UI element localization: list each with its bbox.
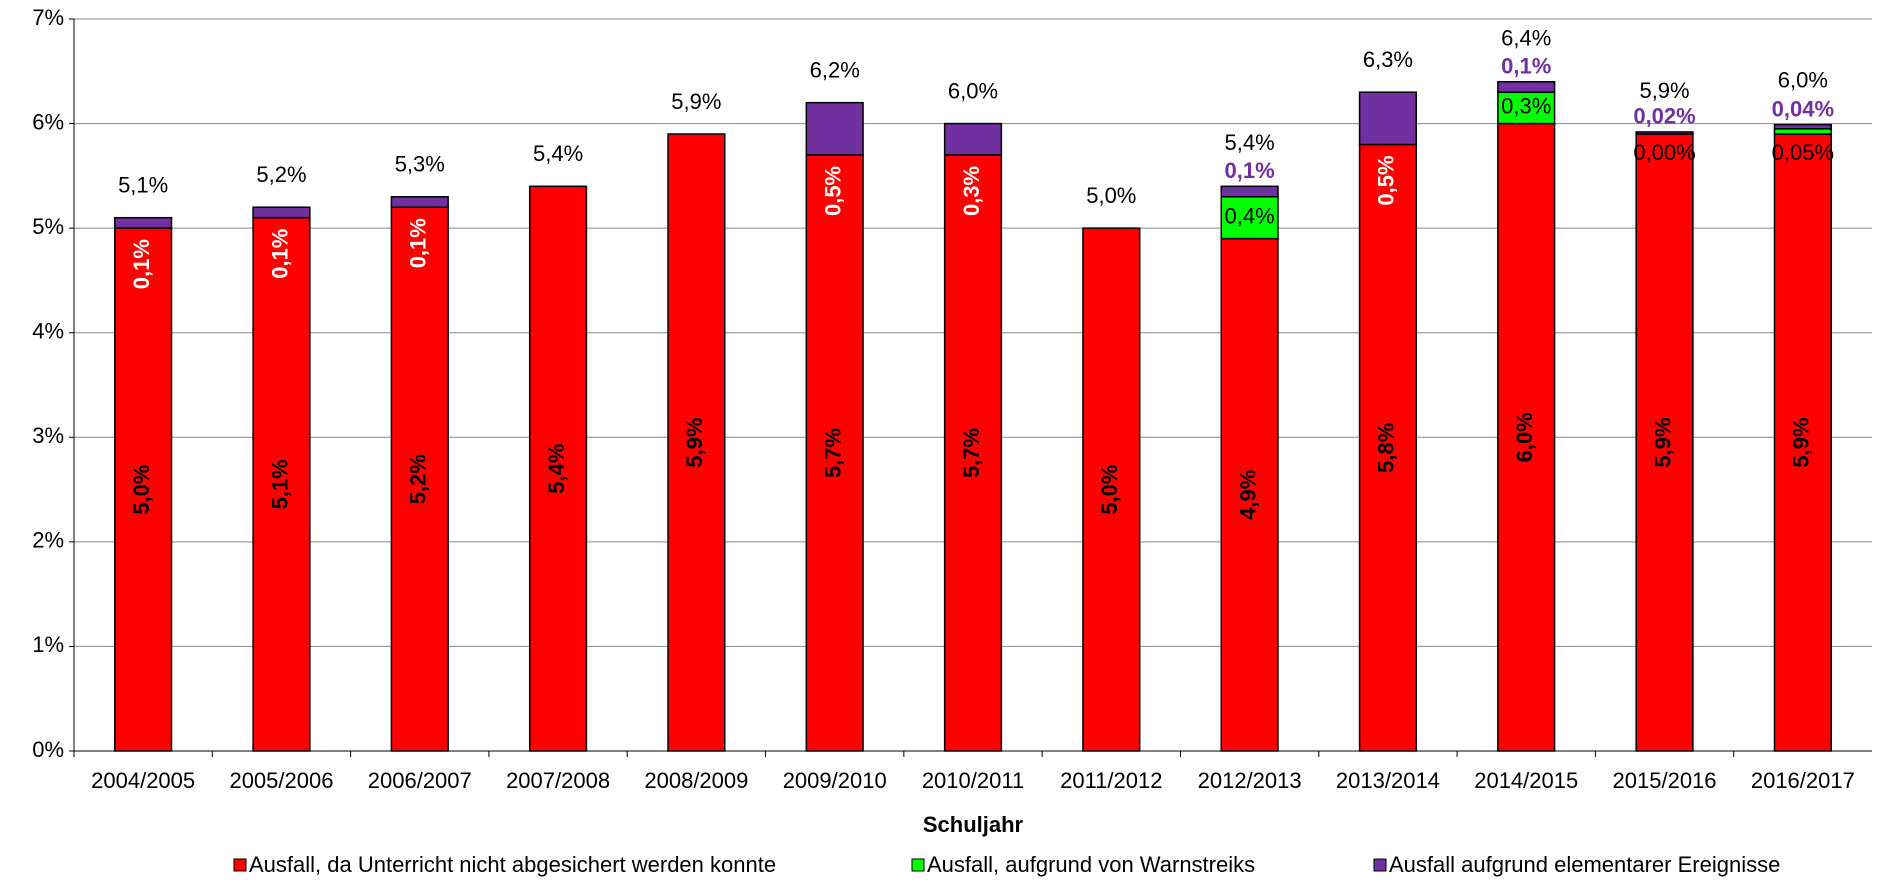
legend-label: Ausfall aufgrund elementarer Ereignisse xyxy=(1389,852,1780,877)
value-label: 0,1% xyxy=(1225,158,1275,183)
y-tick-label: 6% xyxy=(32,109,64,134)
x-tick-label: 2006/2007 xyxy=(368,768,472,793)
total-label: 6,3% xyxy=(1363,47,1413,72)
value-label: 0,04% xyxy=(1772,96,1834,121)
value-label: 5,9% xyxy=(1789,417,1814,467)
x-tick-label: 2004/2005 xyxy=(91,768,195,793)
x-tick-label: 2012/2013 xyxy=(1198,768,1302,793)
total-label: 5,4% xyxy=(1225,130,1275,155)
total-label: 5,1% xyxy=(118,172,168,197)
y-tick-label: 2% xyxy=(32,528,64,553)
value-label: 0,1% xyxy=(129,239,154,289)
bar-segment xyxy=(114,216,173,229)
y-tick-label: 5% xyxy=(32,214,64,239)
y-tick-label: 1% xyxy=(32,632,64,657)
bar-segment xyxy=(1773,128,1832,135)
value-label: 0,00% xyxy=(1633,140,1695,165)
bar-segment xyxy=(1635,133,1694,752)
value-label: 0,05% xyxy=(1772,140,1834,165)
total-label: 6,0% xyxy=(948,78,998,103)
total-label: 6,4% xyxy=(1501,26,1551,51)
bar-segment xyxy=(1358,143,1418,752)
y-tick-label: 7% xyxy=(32,5,64,30)
x-tick-label: 2015/2016 xyxy=(1613,768,1717,793)
value-label: 5,9% xyxy=(682,417,707,467)
legend-label: Ausfall, aufgrund von Warnstreiks xyxy=(927,852,1255,877)
value-label: 5,9% xyxy=(1650,417,1675,467)
bar-segment xyxy=(1497,80,1556,93)
bar-segment xyxy=(1497,122,1556,752)
total-label: 5,2% xyxy=(256,162,306,187)
bar-segment xyxy=(1773,133,1832,752)
x-tick-label: 2011/2012 xyxy=(1060,768,1162,793)
legend-swatch xyxy=(233,858,247,872)
total-label: 5,0% xyxy=(1086,183,1136,208)
total-label: 5,4% xyxy=(533,141,583,166)
x-tick-label: 2013/2014 xyxy=(1336,768,1440,793)
y-tick-label: 4% xyxy=(32,319,64,344)
value-label: 5,4% xyxy=(544,444,569,494)
total-label: 6,0% xyxy=(1778,67,1828,92)
bar-segment xyxy=(943,154,1003,752)
x-tick-label: 2014/2015 xyxy=(1474,768,1578,793)
value-label: 5,8% xyxy=(1374,423,1399,473)
bar-segment xyxy=(1635,131,1694,135)
value-label: 5,0% xyxy=(129,464,154,514)
bar-segment xyxy=(1773,123,1832,130)
bar-segment xyxy=(1220,237,1279,752)
value-label: 5,0% xyxy=(1097,464,1122,514)
x-tick-label: 2016/2017 xyxy=(1751,768,1855,793)
bar-segment xyxy=(943,122,1003,156)
bar-segment xyxy=(528,185,588,752)
total-label: 5,3% xyxy=(395,152,445,177)
value-label: 0,02% xyxy=(1633,104,1695,129)
bar-segment xyxy=(1220,185,1279,198)
value-label: 0,3% xyxy=(1501,94,1551,119)
value-label: 0,1% xyxy=(406,218,431,268)
x-axis-label: Schuljahr xyxy=(923,812,1024,837)
x-tick-label: 2010/2011 xyxy=(922,768,1024,793)
value-label: 6,0% xyxy=(1512,412,1537,462)
value-label: 5,2% xyxy=(406,454,431,504)
legend-swatch xyxy=(1373,858,1387,872)
value-label: 0,5% xyxy=(1374,155,1399,205)
value-label: 4,9% xyxy=(1235,470,1260,520)
value-label: 0,1% xyxy=(267,229,292,279)
x-tick-label: 2008/2009 xyxy=(644,768,748,793)
bar-segment xyxy=(1082,227,1141,752)
x-tick-label: 2005/2006 xyxy=(229,768,333,793)
bar-segment xyxy=(667,133,726,752)
bar-segment xyxy=(805,101,864,156)
y-tick-label: 0% xyxy=(32,737,64,762)
bar-segment xyxy=(252,216,311,752)
value-label: 0,4% xyxy=(1225,203,1275,228)
bar-segment xyxy=(252,206,311,219)
value-label: 0,5% xyxy=(821,166,846,216)
total-label: 5,9% xyxy=(671,89,721,114)
bar-segment xyxy=(1497,91,1556,125)
legend-swatch xyxy=(911,858,925,872)
bar-segment xyxy=(1358,91,1418,146)
bar-segment xyxy=(390,196,449,208)
total-label: 5,9% xyxy=(1639,78,1689,103)
total-label: 6,2% xyxy=(810,57,860,82)
x-tick-label: 2007/2008 xyxy=(506,768,610,793)
legend-label: Ausfall, da Unterricht nicht abgesichert… xyxy=(249,852,776,877)
bar-segment xyxy=(805,154,864,752)
value-label: 5,7% xyxy=(821,428,846,478)
value-label: 0,1% xyxy=(1501,54,1551,79)
value-label: 0,3% xyxy=(959,166,984,216)
value-label: 5,7% xyxy=(959,428,984,478)
y-tick-label: 3% xyxy=(32,423,64,448)
bar-segment xyxy=(1220,196,1279,240)
value-label: 5,1% xyxy=(267,459,292,509)
x-tick-label: 2009/2010 xyxy=(783,768,887,793)
